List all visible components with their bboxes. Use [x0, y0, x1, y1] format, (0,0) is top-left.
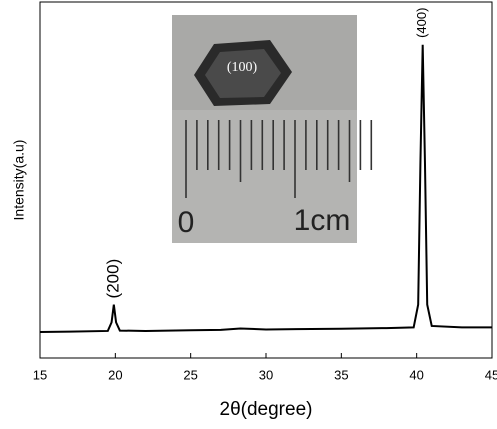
x-tick-label: 15: [33, 367, 47, 382]
x-tick-label: 35: [334, 367, 348, 382]
ruler: [185, 120, 373, 198]
peak-label: (400): [414, 8, 429, 38]
line-series: [39, 44, 492, 334]
inset-label: 0: [178, 206, 195, 239]
x-tick-label: 45: [485, 367, 497, 382]
peak-label: (200): [103, 259, 122, 299]
x-tick-label: 30: [259, 367, 273, 382]
y-axis-label: Intensity(a.u): [11, 140, 27, 221]
x-tick-label: 20: [108, 367, 122, 382]
x-tick-label: 25: [183, 367, 197, 382]
crystal-face: [205, 49, 281, 98]
x-tick-label: 40: [409, 367, 423, 382]
inset-label: 1cm: [294, 204, 351, 237]
inset-label: (100): [227, 60, 258, 75]
x-axis-label: 2θ(degree): [220, 399, 313, 420]
inset-photo: (100) 0 1cm: [172, 15, 373, 243]
